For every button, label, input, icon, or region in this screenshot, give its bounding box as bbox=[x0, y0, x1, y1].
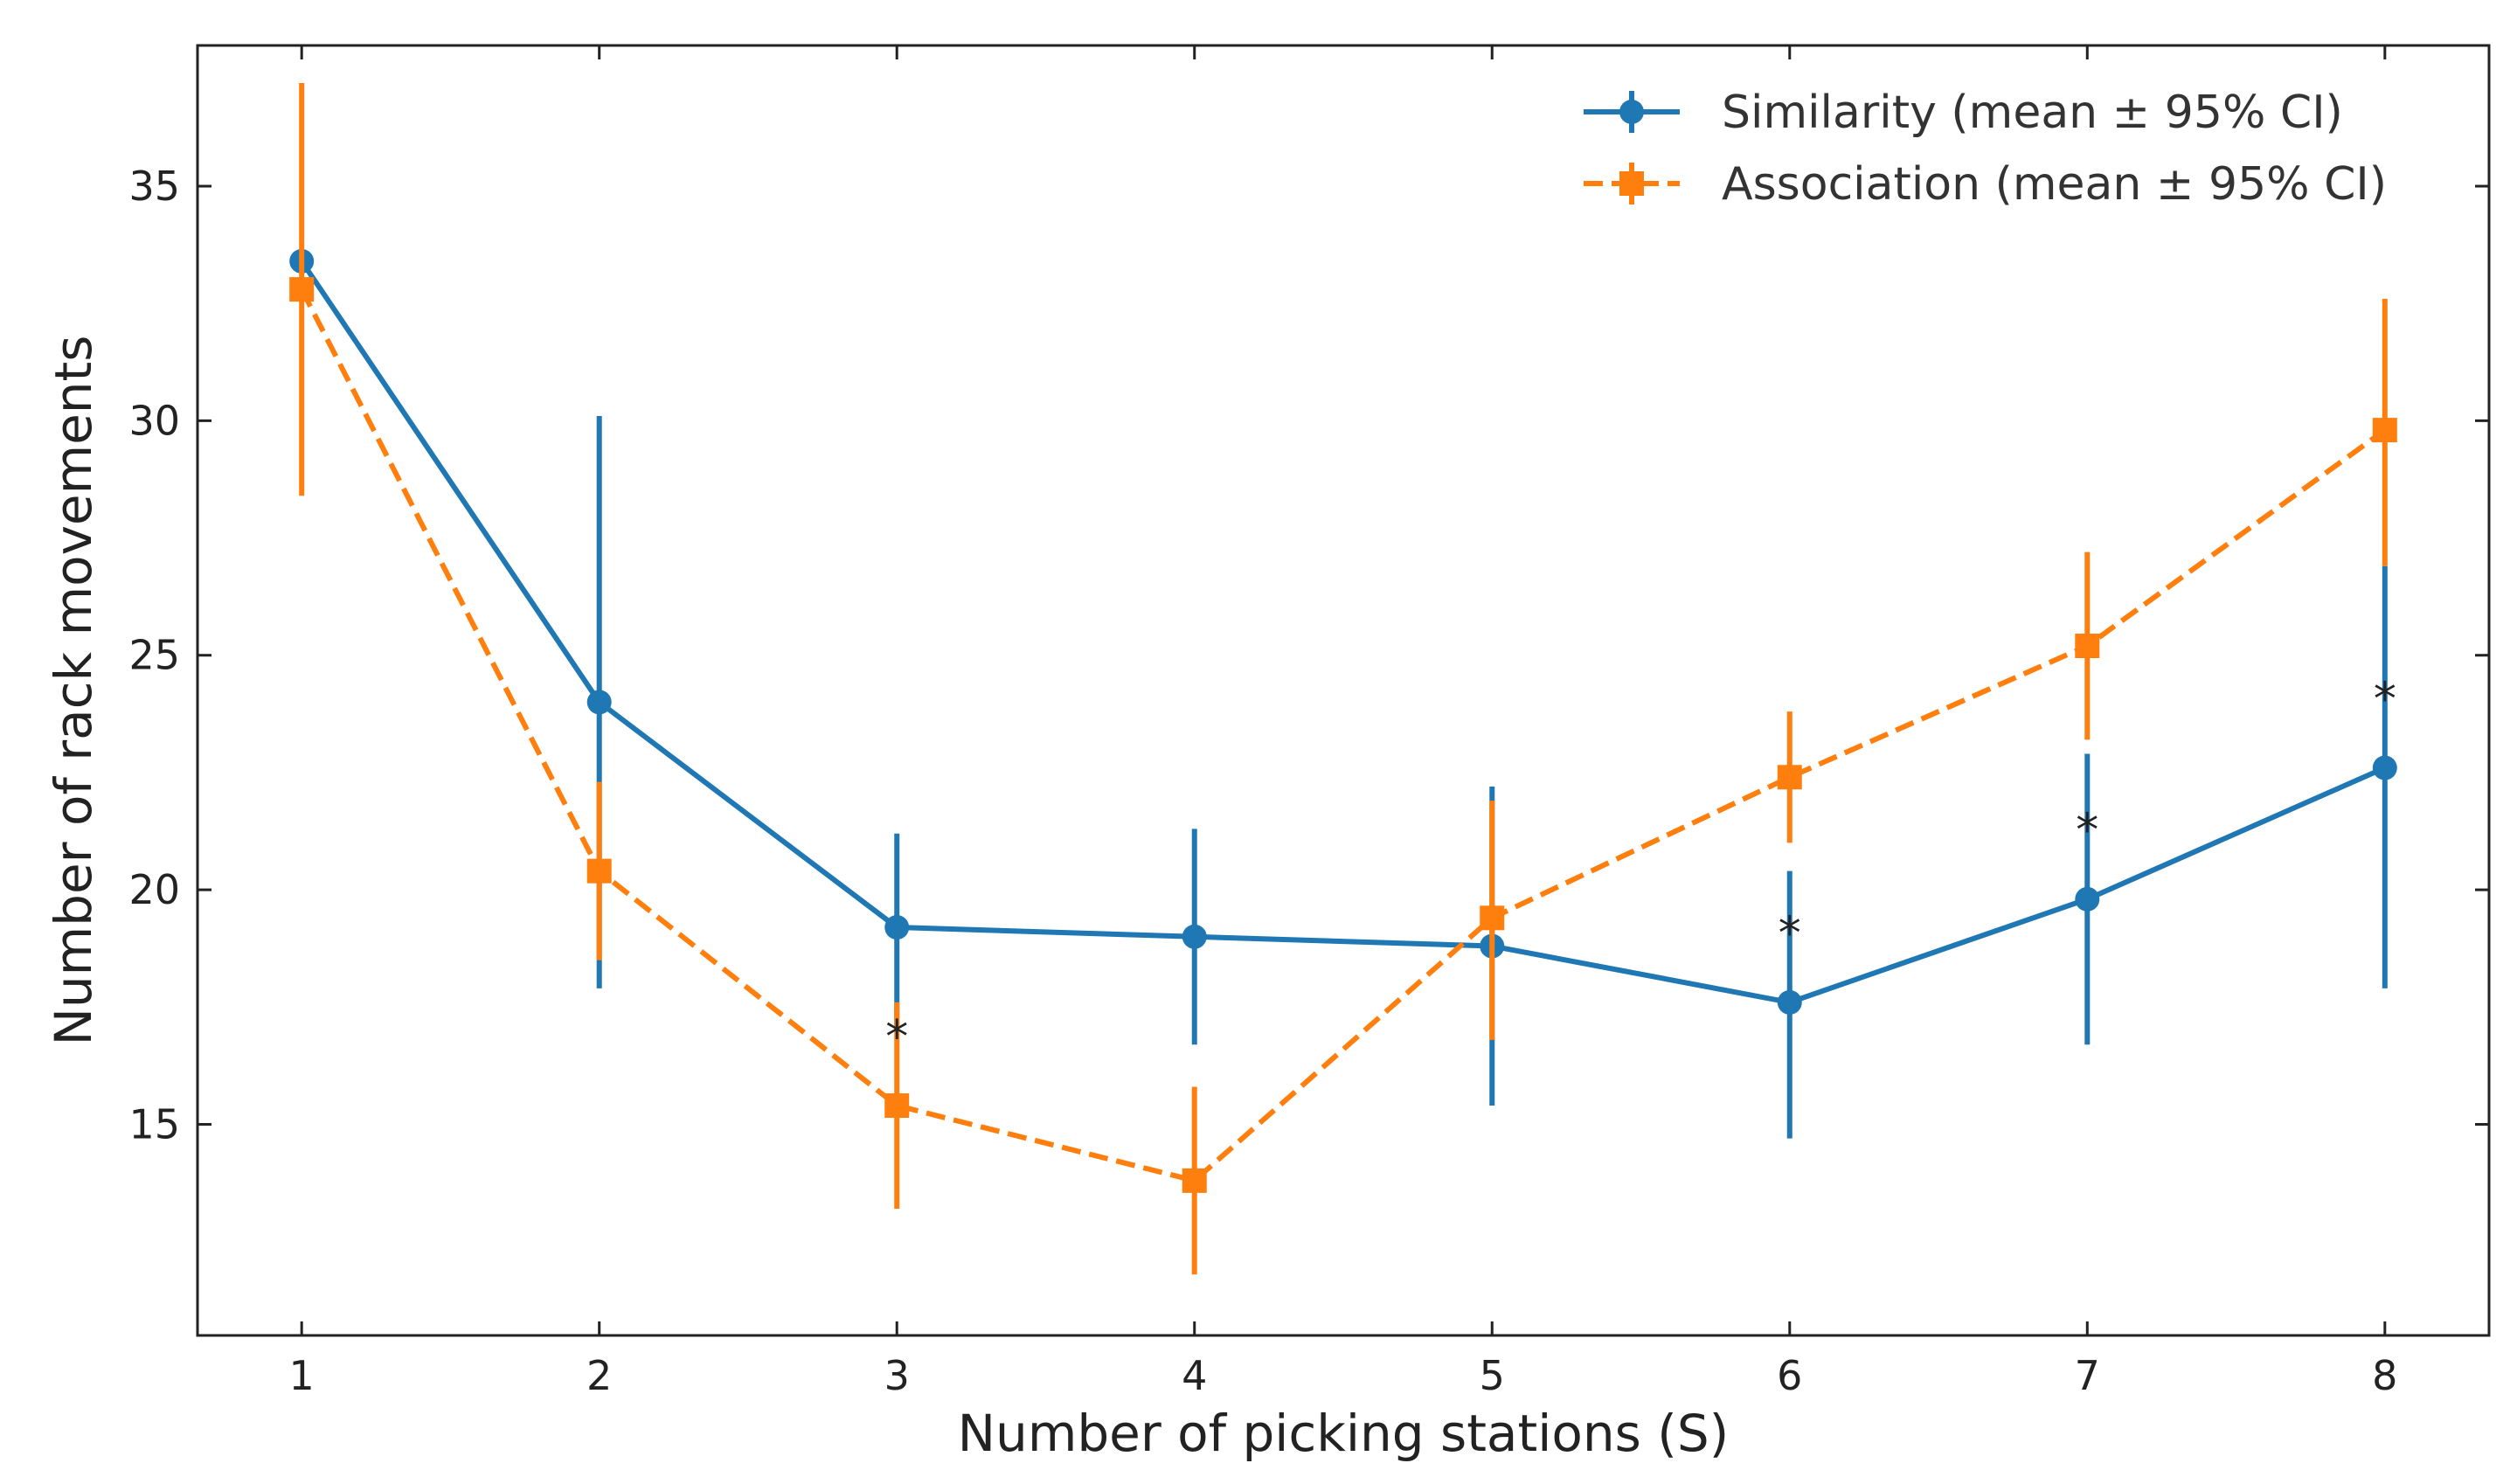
data-point-similarity bbox=[884, 915, 910, 940]
significance-marker: * bbox=[2076, 805, 2098, 857]
legend-item-similarity: Similarity (mean ± 95% CI) bbox=[1584, 87, 2343, 139]
data-point-similarity bbox=[1777, 989, 1802, 1015]
x-axis-label: Number of picking stations (S) bbox=[958, 1404, 1730, 1463]
x-tick-label: 4 bbox=[1182, 1352, 1207, 1399]
legend-swatch-similarity bbox=[1584, 91, 1680, 133]
data-point-similarity bbox=[1182, 924, 1207, 949]
legend-item-association: Association (mean ± 95% CI) bbox=[1584, 158, 2387, 211]
y-tick-label: 15 bbox=[128, 1100, 180, 1148]
significance-marker: * bbox=[1779, 908, 1801, 960]
legend-label-association: Association (mean ± 95% CI) bbox=[1722, 158, 2387, 211]
x-tick-label: 1 bbox=[289, 1352, 315, 1399]
x-tick-label: 8 bbox=[2372, 1352, 2397, 1399]
y-tick-label: 25 bbox=[128, 632, 180, 679]
x-tick-label: 3 bbox=[884, 1352, 910, 1399]
data-point-similarity bbox=[2372, 755, 2397, 780]
data-point-association bbox=[586, 858, 612, 884]
data-point-association bbox=[289, 277, 315, 302]
significance-marker: * bbox=[885, 1011, 908, 1064]
data-point-association bbox=[1182, 1168, 1207, 1193]
series-line-association bbox=[299, 288, 2387, 1183]
significance-marker: * bbox=[2374, 673, 2396, 725]
legend-marker bbox=[1619, 100, 1644, 124]
y-tick-label: 30 bbox=[128, 397, 180, 444]
data-point-similarity bbox=[586, 690, 612, 715]
series-line-similarity bbox=[299, 260, 2387, 1005]
y-tick-label: 35 bbox=[128, 163, 180, 210]
series-association bbox=[289, 82, 2397, 1275]
legend-label-similarity: Similarity (mean ± 95% CI) bbox=[1722, 87, 2343, 139]
ticks-layer: 1 2 3 4 5 6 7 8 15 20 25 30 35 bbox=[128, 45, 2489, 1399]
data-point-association bbox=[1480, 905, 1505, 931]
x-tick-label: 2 bbox=[586, 1352, 612, 1399]
x-tick-label: 7 bbox=[2075, 1352, 2100, 1399]
x-tick-label: 6 bbox=[1777, 1352, 1802, 1399]
legend-swatch-association bbox=[1584, 163, 1680, 205]
series-similarity bbox=[289, 248, 2397, 1139]
data-point-association bbox=[2372, 418, 2397, 443]
data-point-similarity bbox=[2075, 886, 2100, 912]
y-tick-label: 20 bbox=[128, 866, 180, 913]
legend-marker bbox=[1619, 171, 1644, 196]
y-axis-label: Number of rack movements bbox=[44, 336, 103, 1046]
data-point-association bbox=[2075, 634, 2100, 659]
series-layer bbox=[289, 82, 2397, 1275]
annotation-layer: * * * * bbox=[885, 673, 2396, 1063]
legend: Similarity (mean ± 95% CI) Association (… bbox=[1584, 87, 2387, 211]
x-tick-label: 5 bbox=[1480, 1352, 1505, 1399]
data-point-association bbox=[1777, 765, 1802, 790]
data-point-association bbox=[884, 1093, 910, 1119]
plot-frame bbox=[196, 44, 2491, 1337]
